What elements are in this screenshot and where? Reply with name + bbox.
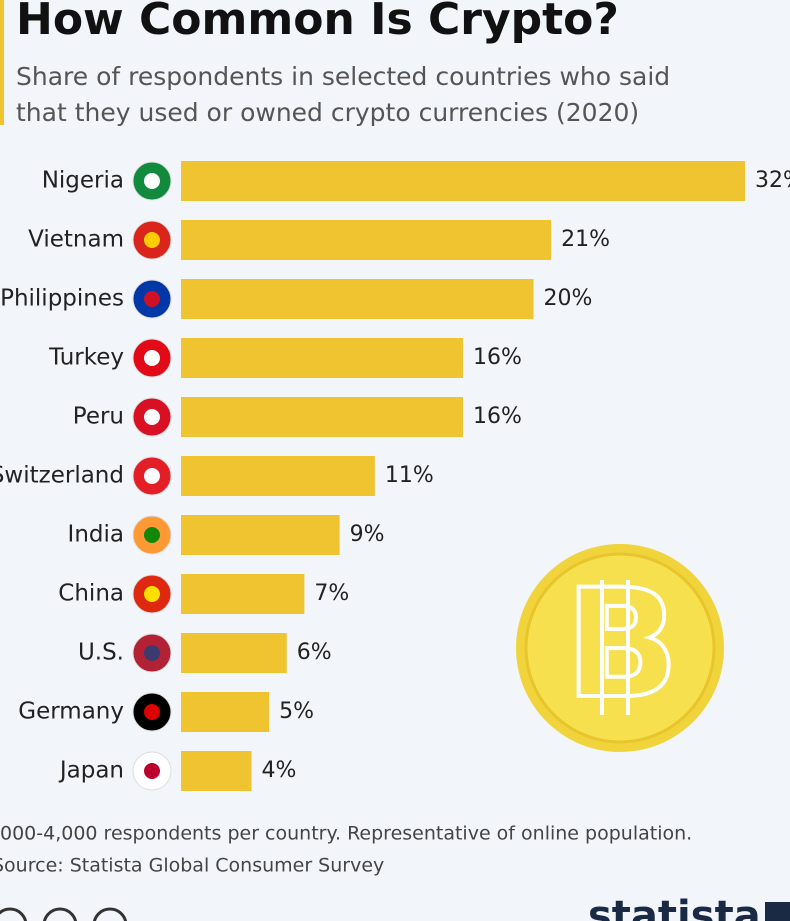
value-label: 6% [297,640,332,665]
value-label: 11% [385,463,434,488]
category-label: Philippines [0,286,124,312]
flag-icon [132,161,172,201]
flag-detail [144,527,160,543]
category-label: Nigeria [42,168,124,194]
value-label: 5% [279,699,314,724]
chart-subtitle: Share of respondents in selected countri… [16,62,670,91]
flag-detail [144,645,160,661]
flag-icon [132,338,172,378]
svg-text:B: B [565,558,679,732]
flag-detail [144,409,160,425]
value-label: 21% [561,227,610,252]
flag-detail [144,173,160,189]
accent-bar [0,0,4,125]
flag-detail [144,763,160,779]
flag-detail [144,468,160,484]
flag-detail [144,350,160,366]
footnote: 000-4,000 respondents per country. Repre… [0,823,692,845]
bar [181,397,463,437]
flag-icon [132,751,172,791]
category-label: India [68,522,124,548]
bitcoin-coin: B [516,544,724,752]
bar [181,692,270,732]
category-label: Switzerland [0,463,124,489]
value-label: 16% [473,345,522,370]
bar [181,456,375,496]
bar [181,220,552,260]
category-label: U.S. [78,640,124,666]
flag-detail [144,586,160,602]
flag-icon [132,515,172,555]
category-label: Vietnam [28,227,124,253]
value-label: 7% [314,581,349,606]
category-label: Turkey [48,345,124,371]
brand-icon [765,902,790,921]
license-icons [0,907,128,921]
value-label: 32% [755,168,790,193]
value-label: 4% [262,758,297,783]
bar [181,633,287,673]
bar [181,751,252,791]
flag-detail [144,232,160,248]
source: Source: Statista Global Consumer Survey [0,855,384,877]
value-label: 16% [473,404,522,429]
flag-icon [132,633,172,673]
flag-icon [132,397,172,437]
chart-subtitle: that they used or owned crypto currencie… [16,98,639,127]
chart-title: How Common Is Crypto? [16,0,619,45]
flag-icon [132,220,172,260]
category-label: Germany [18,699,124,725]
bar [181,161,745,201]
category-label: Peru [73,404,124,430]
category-label: China [58,581,124,607]
category-label: Japan [58,758,124,784]
flag-icon [132,574,172,614]
bar [181,574,305,614]
brand: statista [588,893,761,921]
flag-detail [144,704,160,720]
flag-detail [144,291,160,307]
value-label: 9% [350,522,385,547]
bar [181,338,463,378]
flag-icon [132,692,172,732]
flag-icon [132,456,172,496]
bar [181,515,340,555]
bar [181,279,534,319]
flag-icon [132,279,172,319]
value-label: 20% [544,286,593,311]
